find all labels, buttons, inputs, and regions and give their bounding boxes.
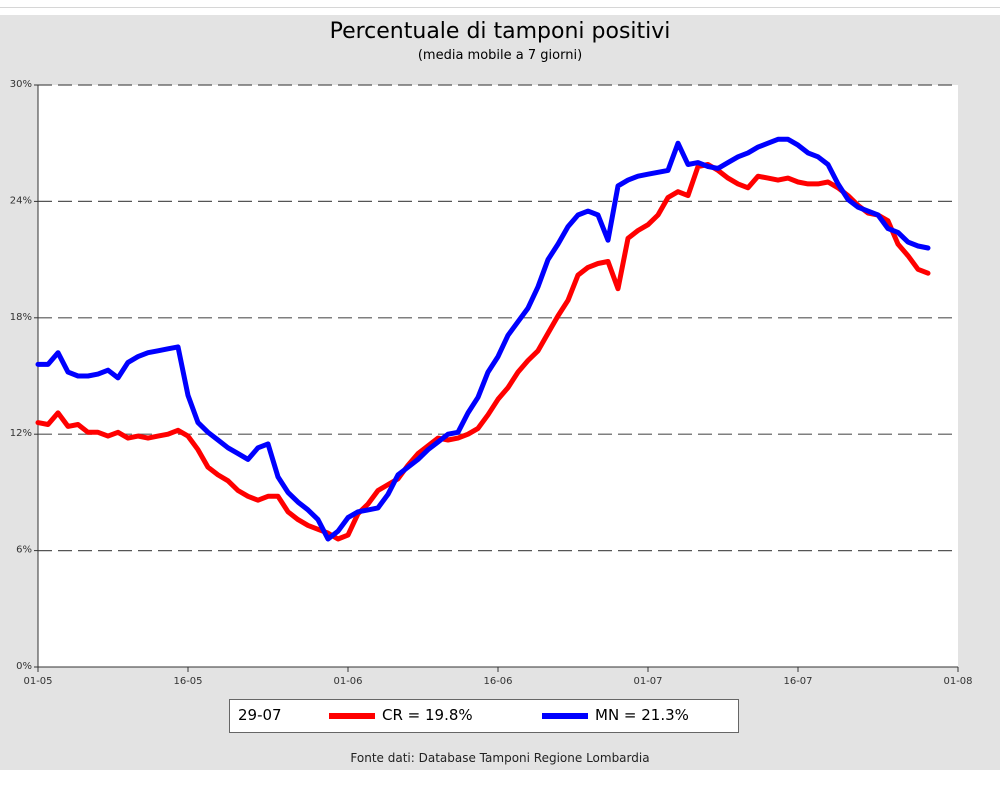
y-tick-label: 12% [10, 428, 32, 439]
x-tick-label: 16-06 [483, 676, 512, 687]
x-tick-label: 01-05 [23, 676, 52, 687]
chart-subtitle: (media mobile a 7 giorni) [417, 48, 583, 63]
series-line-cr [35, 162, 931, 542]
legend: 29-07 CR = 19.8% MN = 21.3% [229, 699, 739, 733]
x-tick-label: 16-07 [783, 676, 812, 687]
chart-title: Percentuale di tamponi positivi [329, 19, 671, 44]
x-tick-label: 01-06 [333, 676, 362, 687]
x-tick-label: 16-05 [173, 676, 202, 687]
y-tick-label: 30% [10, 79, 32, 90]
legend-swatch-mn [542, 713, 588, 719]
y-tick-label: 0% [16, 661, 32, 672]
top-divider [0, 7, 1000, 8]
data-source-note: Fonte dati: Database Tamponi Regione Lom… [350, 751, 650, 765]
y-tick-label: 6% [16, 545, 32, 556]
x-tick-label: 01-07 [633, 676, 662, 687]
plot-area [38, 85, 958, 667]
legend-label-mn: MN = 21.3% [595, 706, 689, 724]
y-tick-label: 24% [10, 195, 32, 206]
legend-date: 29-07 [238, 706, 282, 724]
legend-label-cr: CR = 19.8% [382, 706, 473, 724]
legend-swatch-cr [329, 713, 375, 719]
series-line-mn [35, 136, 931, 542]
x-tick-label: 01-08 [943, 676, 972, 687]
y-tick-label: 18% [10, 312, 32, 323]
